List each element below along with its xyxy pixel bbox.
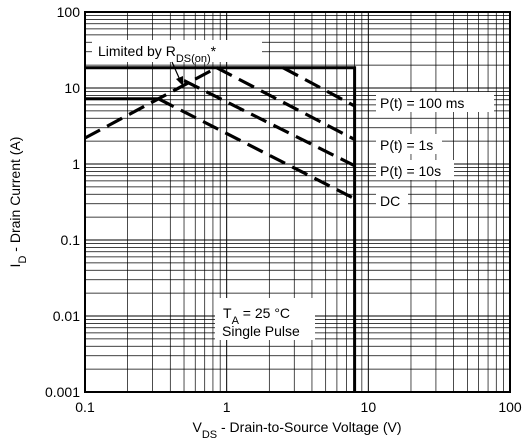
p100ms-label-bg bbox=[376, 92, 494, 112]
dc-label-bg bbox=[376, 190, 408, 210]
series-line-4 bbox=[215, 66, 356, 141]
x-tick-label: 10 bbox=[361, 399, 377, 415]
p1s-label: P(t) = 1s bbox=[380, 137, 433, 153]
y-tick-label: 1 bbox=[72, 156, 80, 172]
limited-arrow-head bbox=[176, 76, 183, 86]
p10s-label: P(t) = 10s bbox=[380, 163, 441, 179]
limited-label: Limited by RDS(on)* bbox=[98, 43, 217, 65]
limited-arrow-line bbox=[171, 61, 181, 81]
series-line-0 bbox=[85, 66, 357, 392]
series-line-3 bbox=[282, 66, 356, 108]
plot-frame bbox=[84, 11, 511, 393]
p10s-label-bg bbox=[376, 160, 454, 180]
x-tick-label: 0.1 bbox=[75, 399, 95, 415]
series-lines bbox=[84, 66, 357, 392]
y-tick-label: 0.001 bbox=[45, 384, 80, 400]
p1s-label-bg bbox=[376, 134, 442, 154]
y-tick-label: 10 bbox=[64, 80, 80, 96]
x-tick-label: 100 bbox=[498, 399, 522, 415]
limited-label-bg bbox=[92, 40, 262, 62]
x-axis-title: VDS - Drain-to-Source Voltage (V) bbox=[192, 419, 401, 441]
p100ms-label: P(t) = 100 ms bbox=[380, 95, 464, 111]
ta-label: TA = 25 °C bbox=[223, 305, 290, 327]
series-line-5 bbox=[183, 79, 356, 168]
series-line-6 bbox=[157, 97, 356, 201]
x-tick-label: 1 bbox=[223, 399, 231, 415]
ta-label-bg bbox=[215, 298, 315, 340]
y-tick-label: 0.01 bbox=[53, 308, 80, 324]
dc-label: DC bbox=[380, 193, 400, 209]
y-tick-label: 0.1 bbox=[61, 232, 81, 248]
y-axis-title: ID - Drain Current (A) bbox=[7, 137, 29, 268]
pulse-label: Single Pulse bbox=[222, 323, 300, 339]
y-tick-label: 100 bbox=[57, 4, 81, 20]
tick-labels: 0.1 1 10 100 0.001 0.01 0.1 1 10 100 bbox=[45, 4, 522, 415]
